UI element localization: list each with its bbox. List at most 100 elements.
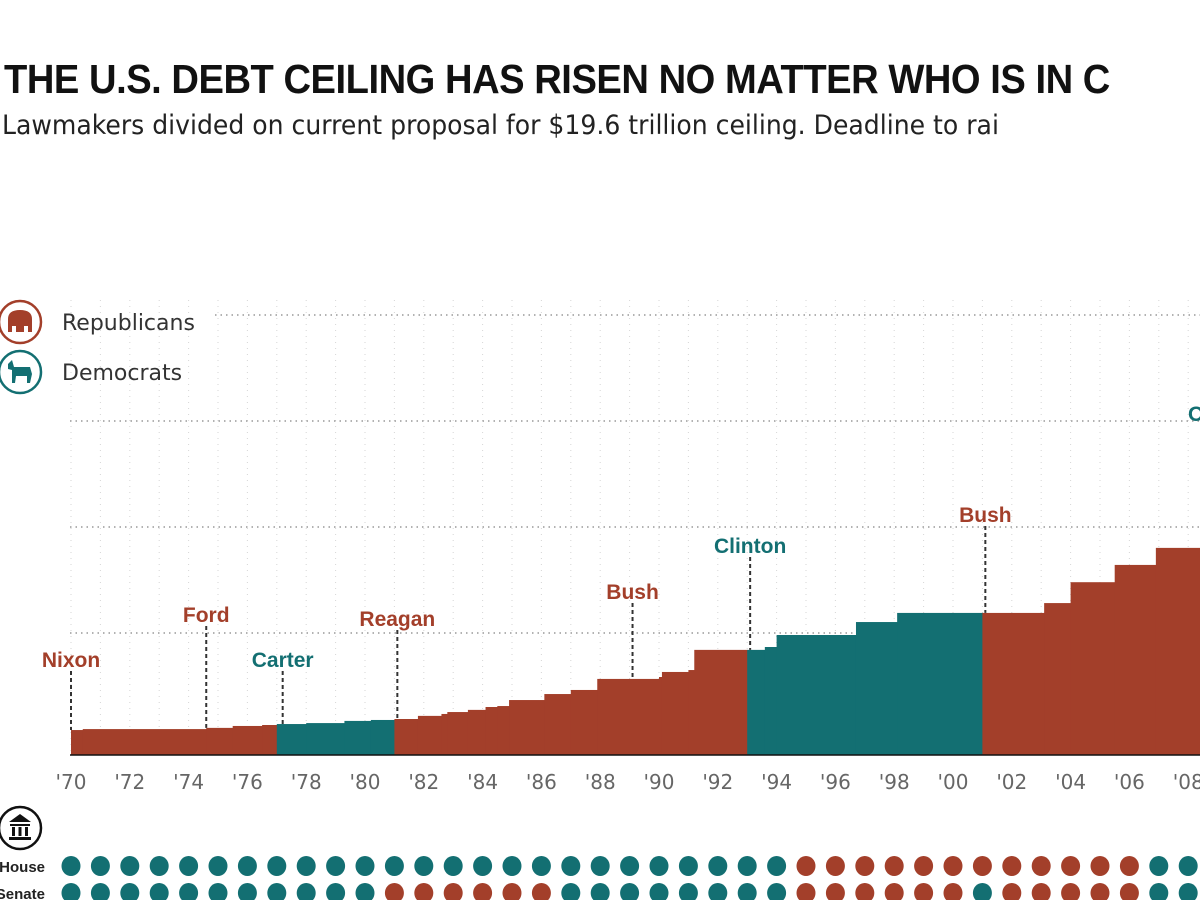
congress-row-label: Senate [0, 886, 45, 900]
x-tick-label: '78 [291, 770, 322, 794]
senate-control-dot [620, 883, 640, 900]
house-control-dot [326, 856, 346, 876]
debt-ceiling-step [1114, 564, 1157, 755]
donkey-shape [8, 360, 32, 383]
house-control-dot [561, 856, 581, 876]
debt-ceiling-step [441, 713, 448, 755]
chart-title: THE U.S. DEBT CEILING HAS RISEN NO MATTE… [4, 56, 1110, 102]
house-control-dot [267, 856, 287, 876]
debt-ceiling-step [509, 700, 545, 755]
x-tick-label: '08 [1173, 770, 1200, 794]
house-control-dot [237, 856, 257, 876]
elephant-shape [8, 310, 32, 332]
house-control-dot [649, 856, 669, 876]
senate-control-dot [884, 883, 904, 900]
senate-control-dot [825, 883, 845, 900]
senate-control-dot [1090, 883, 1110, 900]
debt-ceiling-step [485, 707, 498, 755]
debt-ceiling-step [82, 729, 207, 755]
debt-ceiling-step [467, 709, 487, 755]
house-control-dot [296, 856, 316, 876]
x-tick-label: '74 [173, 770, 204, 794]
debt-ceiling-step [1155, 547, 1200, 755]
senate-control-dot [1149, 883, 1169, 900]
legend-item: Republicans [0, 299, 195, 345]
house-control-dot [855, 856, 875, 876]
x-tick-label: '88 [585, 770, 616, 794]
house-control-dot [972, 856, 992, 876]
debt-ceiling-step [544, 694, 572, 755]
house-control-dot [473, 856, 493, 876]
senate-control-dot [767, 883, 787, 900]
debt-ceiling-step [897, 612, 983, 755]
president-label: Nixon [42, 649, 100, 672]
debt-ceiling-step [597, 678, 660, 755]
debt-ceiling-step [694, 649, 748, 755]
debt-ceiling-step [688, 670, 695, 755]
x-tick-label: '02 [996, 770, 1027, 794]
senate-control-dot [1002, 883, 1022, 900]
senate-control-dot [502, 883, 522, 900]
debt-ceiling-step [417, 715, 442, 755]
x-tick-label: '94 [761, 770, 792, 794]
debt-ceiling-step [1044, 603, 1072, 755]
house-control-dot [502, 856, 522, 876]
house-control-dot [914, 856, 934, 876]
congress-row-label: House [0, 859, 45, 876]
president-label: Carter [252, 649, 314, 672]
house-control-dot [1090, 856, 1110, 876]
senate-control-dot [1119, 883, 1139, 900]
senate-control-dot [708, 883, 728, 900]
legend-label: Republicans [62, 311, 195, 336]
x-tick-label: '96 [820, 770, 851, 794]
house-control-dot [1149, 856, 1169, 876]
senate-control-dot [384, 883, 404, 900]
legend-item: Democrats [0, 349, 182, 395]
x-tick-label: '82 [408, 770, 439, 794]
senate-control-dot [1031, 883, 1051, 900]
house-control-dot [531, 856, 551, 876]
debt-ceiling-step [661, 671, 689, 755]
house-control-dot [678, 856, 698, 876]
senate-control-dot [237, 883, 257, 900]
house-control-dot [120, 856, 140, 876]
debt-ceiling-step [497, 706, 510, 755]
debt-ceiling-step [394, 719, 419, 755]
capitol-shape [9, 814, 31, 840]
house-control-dot [825, 856, 845, 876]
house-control-dot [1178, 856, 1198, 876]
senate-control-dot [208, 883, 228, 900]
chart-subtitle: Lawmakers divided on current proposal fo… [2, 110, 999, 141]
house-control-dot [737, 856, 757, 876]
house-control-dot [943, 856, 963, 876]
debt-ceiling-step [570, 689, 598, 755]
debt-ceiling-step [855, 622, 898, 755]
senate-control-dot [414, 883, 434, 900]
house-control-dot [1002, 856, 1022, 876]
x-tick-label: '80 [350, 770, 381, 794]
house-control-dot [61, 856, 81, 876]
senate-control-dot [1061, 883, 1081, 900]
senate-control-dot [296, 883, 316, 900]
senate-control-dot [943, 883, 963, 900]
x-tick-label: '92 [702, 770, 733, 794]
president-label: Bush [959, 504, 1012, 527]
house-control-dot [90, 856, 110, 876]
house-control-dot [355, 856, 375, 876]
x-tick-label: '86 [526, 770, 557, 794]
house-control-dot [1061, 856, 1081, 876]
senate-control-dot [61, 883, 81, 900]
senate-control-dot [914, 883, 934, 900]
x-tick-label: '70 [56, 770, 87, 794]
president-label: O [1188, 403, 1200, 426]
senate-control-dot [1178, 883, 1198, 900]
senate-control-dot [531, 883, 551, 900]
senate-control-dot [590, 883, 610, 900]
debt-ceiling-step [306, 723, 345, 755]
house-control-dot [1031, 856, 1051, 876]
x-tick-label: '84 [467, 770, 498, 794]
president-label: Ford [183, 604, 230, 627]
debt-ceiling-step [776, 635, 857, 755]
house-control-dot [208, 856, 228, 876]
